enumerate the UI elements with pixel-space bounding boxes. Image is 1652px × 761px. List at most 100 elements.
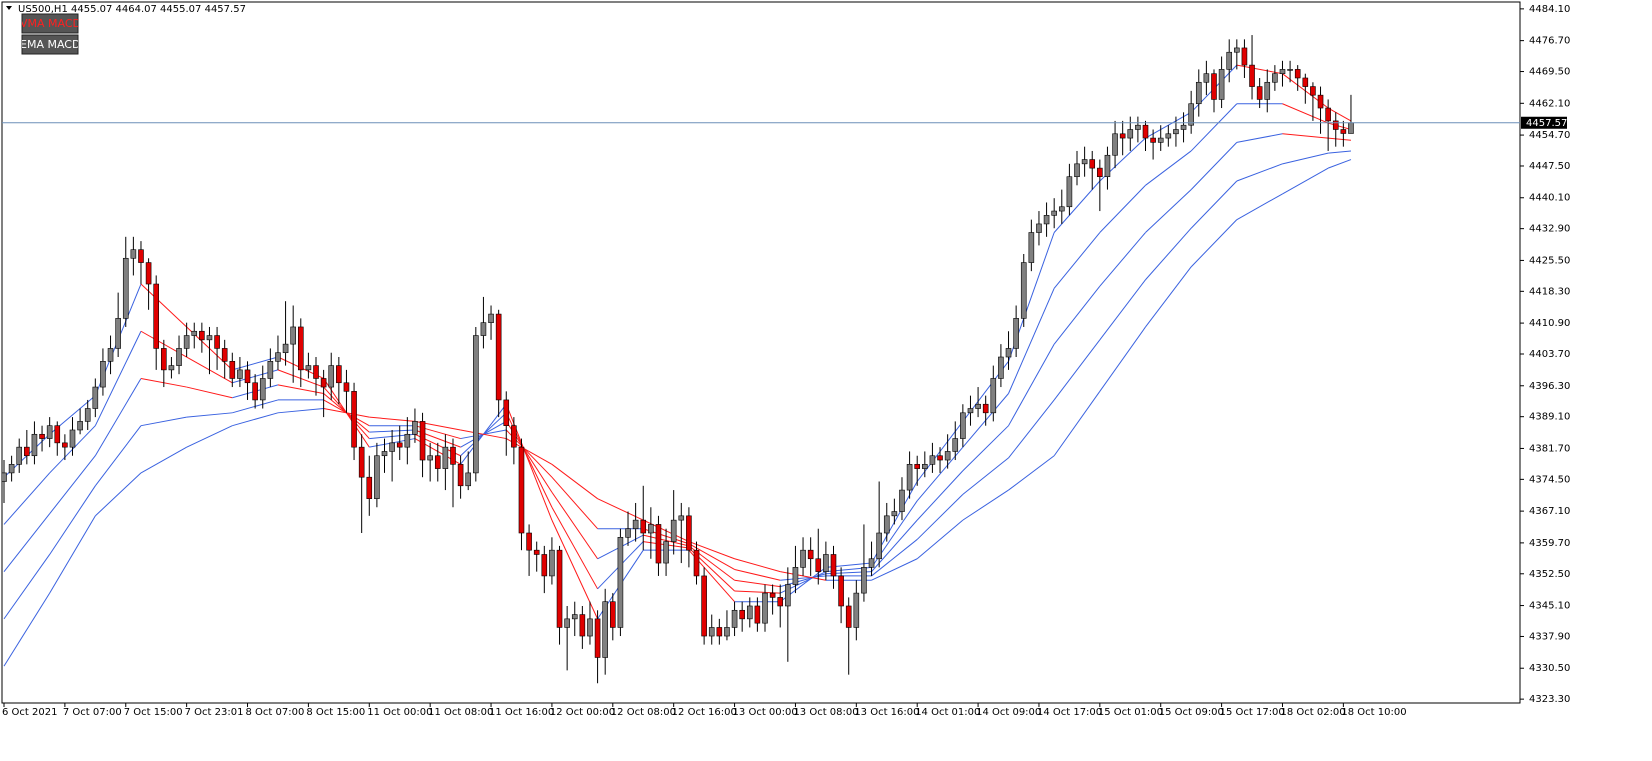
- ma-line: [1236, 133, 1283, 143]
- ma-line: [140, 416, 187, 427]
- candle-body: [1203, 73, 1210, 83]
- candle-body: [381, 451, 388, 457]
- candle-body: [929, 455, 936, 465]
- y-tick-label: 4476.70: [1529, 36, 1570, 47]
- candle-body: [1135, 124, 1141, 130]
- candle-body: [404, 433, 411, 448]
- ma-line: [1190, 142, 1238, 190]
- ma-line: [1327, 107, 1352, 122]
- ma-line: [1327, 159, 1352, 169]
- candle-body: [427, 455, 433, 461]
- candle-body: [754, 605, 761, 624]
- ma-line: [1008, 399, 1055, 459]
- button-bg[interactable]: [21, 34, 79, 55]
- candle-body: [336, 365, 342, 384]
- x-tick-label: 12 Oct 16:00: [672, 707, 737, 718]
- candle-body: [693, 549, 700, 577]
- ma-line: [1145, 189, 1192, 233]
- y-tick-label: 4359.70: [1529, 538, 1570, 549]
- button-bg[interactable]: [21, 13, 79, 34]
- candle-body: [944, 451, 951, 461]
- ma-line: [551, 476, 598, 530]
- button[interactable]: EMA MACD: [20, 34, 80, 55]
- candle-body: [579, 614, 586, 637]
- candle-body: [518, 446, 525, 534]
- candle-body: [1302, 77, 1309, 87]
- candle-body: [1348, 122, 1354, 134]
- candle-body: [564, 618, 570, 628]
- y-tick-label: 4462.10: [1529, 98, 1570, 109]
- candle-body: [176, 348, 182, 366]
- x-tick-label: 15 Oct 01:00: [1098, 707, 1163, 718]
- x-tick-label: 12 Oct 08:00: [611, 707, 676, 718]
- x-tick-label: 8 Oct 15:00: [306, 707, 365, 718]
- x-tick-label: 11 Oct 08:00: [428, 707, 493, 718]
- x-tick-label: 13 Oct 00:00: [733, 707, 798, 718]
- candle-body: [1272, 73, 1278, 83]
- candle-body: [1310, 86, 1316, 96]
- candle-body: [351, 391, 357, 448]
- ma-line: [186, 386, 233, 399]
- candle-body: [122, 257, 129, 319]
- candle-body: [1188, 103, 1194, 126]
- candle-body: [1234, 47, 1240, 53]
- y-tick-label: 4403.70: [1529, 349, 1570, 360]
- candle-body: [1264, 81, 1271, 100]
- chart-title: US500,H1 4455.07 4464.07 4455.07 4457.57: [18, 4, 246, 15]
- button-label[interactable]: VMA MACD: [20, 17, 81, 30]
- x-tick-label: 18 Oct 02:00: [1280, 707, 1345, 718]
- ma-line: [871, 539, 918, 577]
- candle-body: [998, 356, 1004, 379]
- candle-body: [625, 528, 631, 538]
- ma-line: [916, 470, 964, 521]
- candle-body: [503, 399, 510, 426]
- candle-body: [731, 609, 738, 628]
- candle-body: [594, 618, 601, 658]
- candle-body: [62, 442, 68, 448]
- ma-line: [734, 569, 781, 581]
- y-tick-label: 4396.30: [1529, 381, 1570, 392]
- x-tick-label: 18 Oct 10:00: [1341, 707, 1406, 718]
- candle-body: [8, 464, 15, 474]
- candle-body: [914, 464, 921, 469]
- candle-body: [1104, 154, 1111, 178]
- candle-body: [1226, 51, 1233, 70]
- ma-line: [1099, 279, 1146, 341]
- current-price-label: 4457.57: [1526, 118, 1567, 129]
- candle-body: [328, 365, 335, 388]
- candle-body: [214, 335, 220, 349]
- x-tick-label: 13 Oct 08:00: [793, 707, 858, 718]
- button-label[interactable]: EMA MACD: [20, 38, 80, 51]
- candle-body: [1058, 206, 1065, 212]
- candle-body: [1325, 107, 1331, 122]
- candle-body: [313, 365, 319, 379]
- candle-body: [701, 575, 707, 637]
- y-tick-label: 4367.10: [1529, 506, 1570, 517]
- candle-body: [686, 515, 692, 551]
- candle-body: [282, 343, 289, 354]
- candle-body: [785, 584, 791, 607]
- candle-body: [1249, 64, 1255, 87]
- x-tick-label: 14 Oct 17:00: [1037, 707, 1102, 718]
- ma-line: [962, 457, 1009, 495]
- candle-body: [1112, 133, 1118, 156]
- ma-line: [916, 519, 964, 560]
- ma-line: [962, 425, 1009, 472]
- x-tick-label: 13 Oct 16:00: [854, 707, 919, 718]
- candle-body: [259, 378, 266, 401]
- candle-body: [1256, 86, 1263, 100]
- candle-body: [115, 318, 121, 349]
- candle-body: [1150, 137, 1156, 143]
- candle-body: [868, 558, 875, 568]
- button[interactable]: VMA MACD: [20, 13, 81, 34]
- y-tick-label: 4323.30: [1529, 694, 1570, 705]
- ma-line: [94, 378, 142, 456]
- candle-body: [419, 421, 426, 461]
- candle-body: [465, 472, 472, 487]
- candle-body: [244, 369, 251, 384]
- candle-body: [1119, 133, 1126, 139]
- candle-body: [199, 330, 205, 341]
- candle-body: [343, 382, 350, 392]
- candle-body: [853, 592, 860, 628]
